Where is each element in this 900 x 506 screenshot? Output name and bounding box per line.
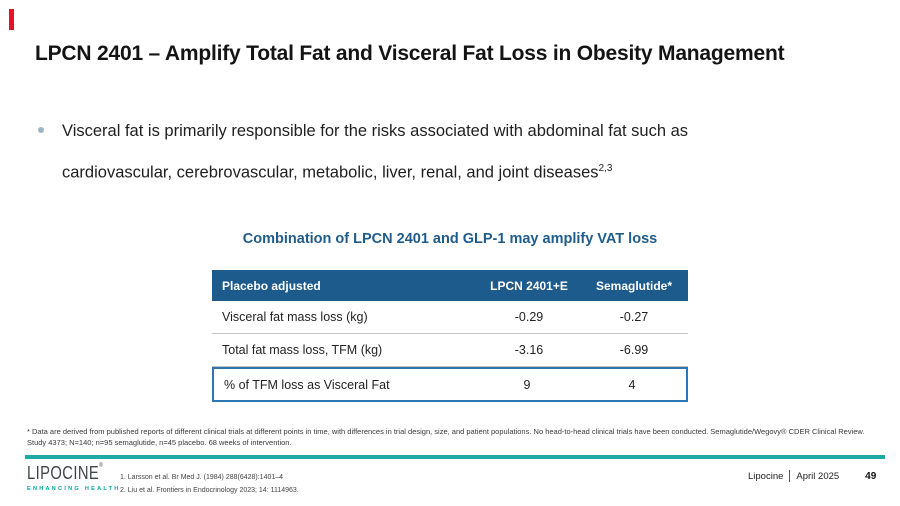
logo-registered-mark: ® [99, 463, 104, 469]
comparison-table: Placebo adjusted LPCN 2401+E Semaglutide… [212, 270, 688, 402]
footer-company: Lipocine [748, 470, 784, 482]
table-row: Total fat mass loss, TFM (kg) -3.16 -6.9… [212, 334, 688, 367]
logo-text: LIPOCINE [27, 463, 100, 483]
bullet-item: Visceral fat is primarily responsible fo… [38, 112, 828, 192]
page-number: 49 [865, 470, 877, 482]
reference-list: 1. Larsson et al. Br Med J. (1984) 288(6… [120, 471, 299, 497]
table-header-row: Placebo adjusted LPCN 2401+E Semaglutide… [212, 270, 688, 301]
table-row: Visceral fat mass loss (kg) -0.29 -0.27 [212, 301, 688, 334]
red-accent-bar [9, 9, 14, 30]
lipocine-logo: LIPOCINE® ENHANCING HEALTH [27, 463, 121, 492]
row-label: Total fat mass loss, TFM (kg) [222, 343, 383, 357]
footnote-text: * Data are derived from published report… [27, 427, 865, 447]
table-row-highlighted: % of TFM loss as Visceral Fat 9 4 [212, 367, 688, 402]
row-value-sema: -0.27 [619, 310, 649, 324]
bullet-dot-icon [38, 127, 44, 133]
slide-title: LPCN 2401 – Amplify Total Fat and Viscer… [35, 42, 785, 65]
bullet-line-2: cardiovascular, cerebrovascular, metabol… [62, 163, 599, 182]
teal-divider-bar [25, 455, 885, 459]
row-value-sema: 4 [628, 377, 636, 392]
bullet-citation-superscript: 2,3 [598, 163, 613, 174]
row-value-lpcn: -3.16 [514, 343, 544, 357]
footer-separator [789, 470, 791, 482]
header-lpcn-2401e: LPCN 2401+E [490, 278, 568, 293]
lipocine-logo-wordmark: LIPOCINE® [27, 463, 104, 484]
bullet-line-1: Visceral fat is primarily responsible fo… [62, 122, 689, 140]
bullet-text: Visceral fat is primarily responsible fo… [62, 112, 792, 192]
row-label: Visceral fat mass loss (kg) [222, 310, 368, 324]
row-value-sema: -6.99 [619, 343, 649, 357]
reference-2: 2. Liu et al. Frontiers in Endocrinology… [120, 487, 299, 494]
row-label: % of TFM loss as Visceral Fat [224, 377, 390, 392]
header-semaglutide: Semaglutide* [595, 278, 673, 293]
logo-tagline: ENHANCING HEALTH [27, 486, 121, 492]
footer-meta: Lipocine April 2025 49 [748, 470, 878, 482]
footer-date: April 2025 [796, 470, 840, 482]
header-placebo-adjusted: Placebo adjusted [222, 278, 321, 293]
table-title: Combination of LPCN 2401 and GLP-1 may a… [242, 231, 658, 247]
row-value-lpcn: 9 [523, 377, 531, 392]
reference-1: 1. Larsson et al. Br Med J. (1984) 288(6… [120, 474, 284, 481]
row-value-lpcn: -0.29 [514, 310, 544, 324]
